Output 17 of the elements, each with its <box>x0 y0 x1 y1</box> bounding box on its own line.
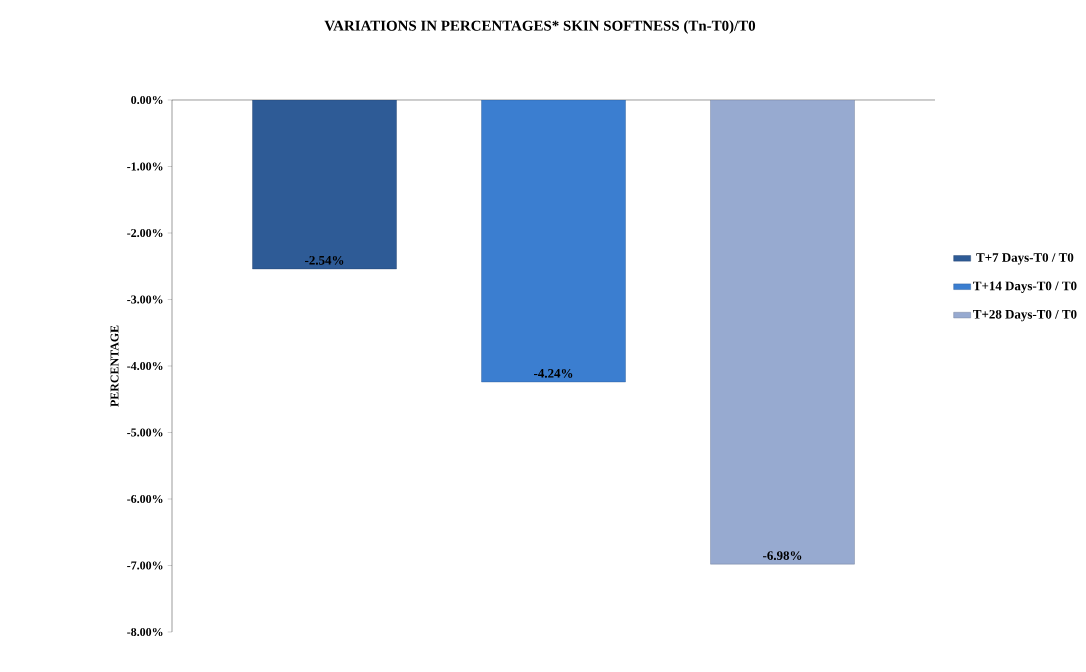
legend-label: T+28 Days-T0 / T0 <box>973 309 1077 322</box>
y-tick-label: -8.00% <box>127 627 163 637</box>
legend-label: T+7 Days-T0 / T0 <box>976 253 1074 265</box>
y-tick-label: -5.00% <box>127 428 163 437</box>
data-label: -6.98% <box>763 551 802 560</box>
y-tick-label: -6.00% <box>127 494 163 504</box>
y-tick-label: -4.00% <box>127 361 163 371</box>
y-tick-label: -1.00% <box>127 162 163 171</box>
y-tick-label: 0.00% <box>131 95 163 105</box>
y-tick-label: -3.00% <box>127 295 163 304</box>
y-tick-label: -2.00% <box>127 228 163 238</box>
y-axis-title: PERCENTAGE <box>110 325 119 407</box>
legend-label: T+14 Days-T0 / T0 <box>973 281 1077 293</box>
chart-title: VARIATIONS IN PERCENTAGES* SKIN SOFTNESS (Tn-T0)/T0 <box>324 20 756 34</box>
data-label: -2.54% <box>305 255 344 265</box>
data-label: -4.24% <box>534 368 573 378</box>
y-tick-label: -7.00% <box>127 561 163 570</box>
